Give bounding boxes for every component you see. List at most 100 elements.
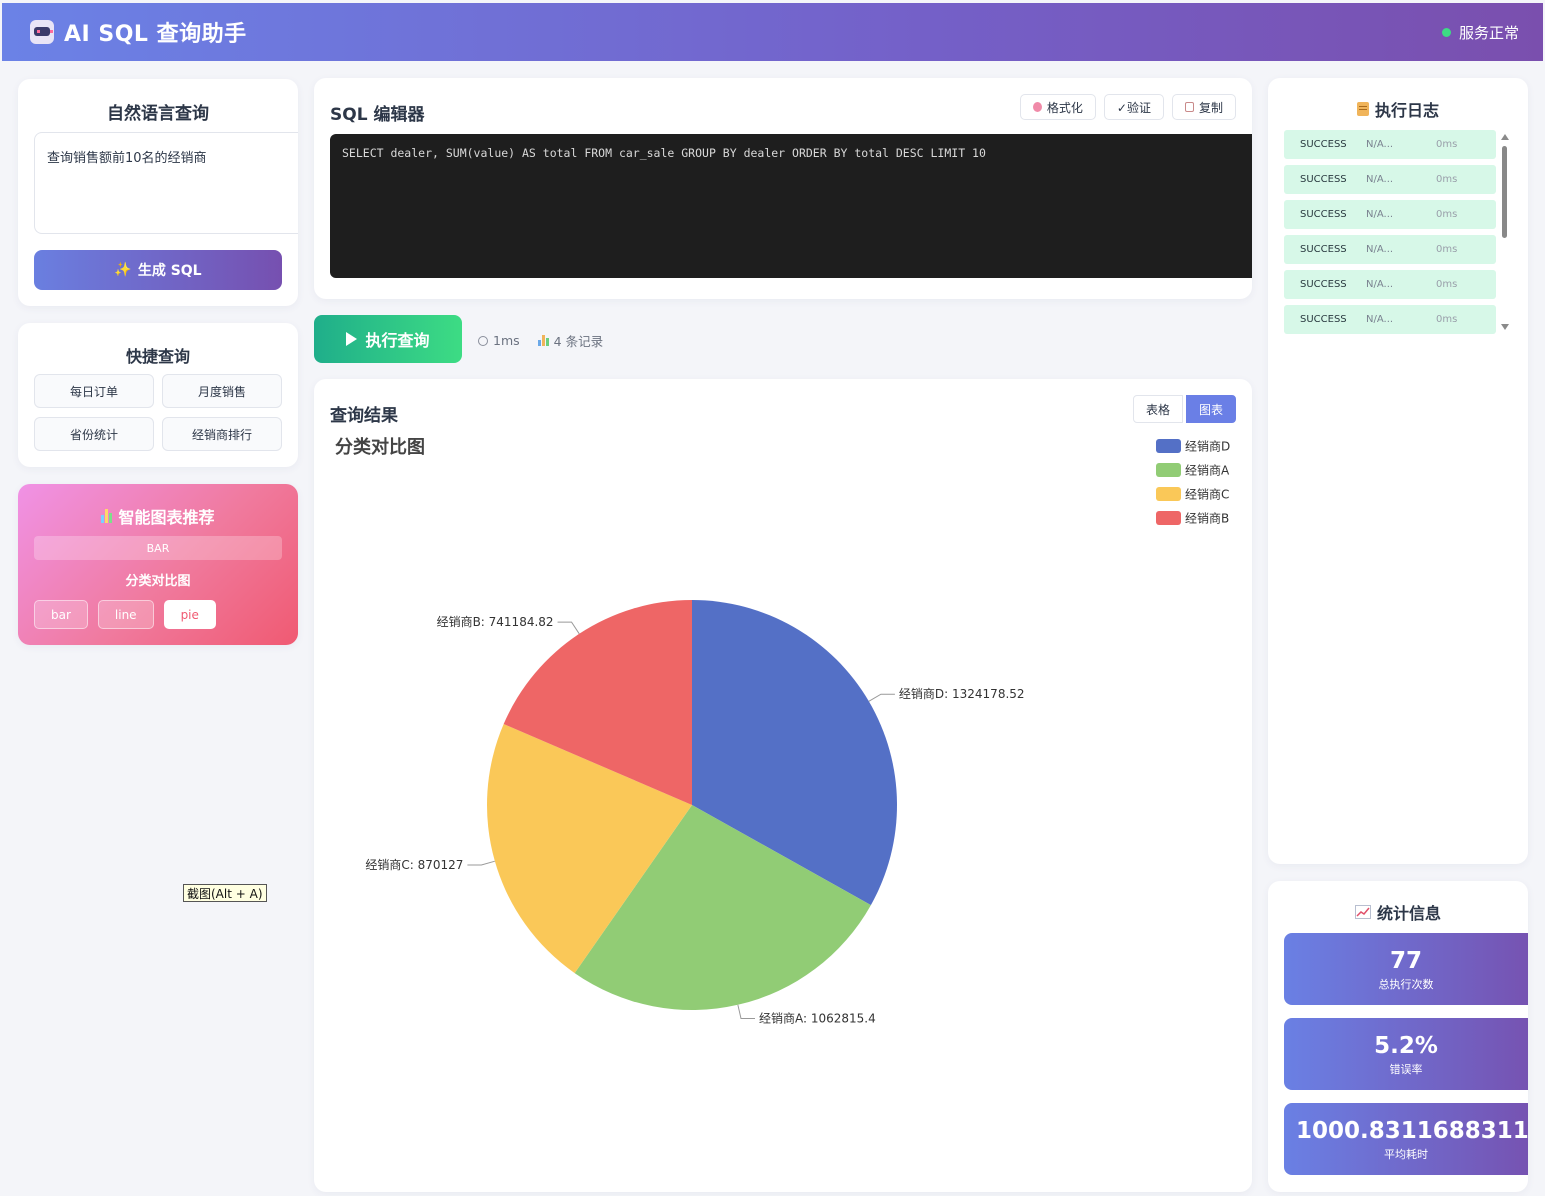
clipboard-icon — [1184, 102, 1194, 112]
nl-query-card: 自然语言查询 查询销售额前10名的经销商 ✨ 生成 SQL — [18, 79, 298, 306]
log-list: SUCCESS N/A... 0ms SUCCESS N/A... 0ms SUCCESS N… — [1284, 130, 1496, 380]
scroll-icon — [1356, 102, 1369, 116]
execution-log-title: 执行日志 — [1374, 101, 1439, 120]
chip-bar[interactable]: bar — [34, 600, 88, 629]
stopwatch-icon — [478, 335, 488, 346]
log-row[interactable]: SUCCESS N/A... 0ms — [1284, 305, 1496, 334]
avg-time-stat: 1000.8311688311688 平均耗时 — [1284, 1103, 1528, 1175]
pie-label-line — [467, 860, 495, 866]
log-time: 0ms — [1436, 209, 1458, 220]
log-query: N/A... — [1366, 314, 1394, 325]
pie-label-line — [737, 1004, 755, 1019]
log-row[interactable]: SUCCESS N/A... 0ms — [1284, 270, 1496, 299]
log-status: SUCCESS — [1300, 209, 1347, 220]
execute-query-button[interactable]: 执行查询 — [314, 315, 462, 363]
log-query: N/A... — [1366, 174, 1394, 185]
quick-daily-orders-button[interactable]: 每日订单 — [34, 374, 154, 408]
execute-label: 执行查询 — [365, 331, 430, 350]
pie-label-line — [557, 621, 580, 635]
log-row[interactable]: SUCCESS N/A... 0ms — [1284, 200, 1496, 229]
quick-query-title: 快捷查询 — [125, 347, 190, 366]
quick-monthly-sales-button[interactable]: 月度销售 — [162, 374, 282, 408]
legend-swatch[interactable] — [1156, 439, 1181, 453]
total-executions-value: 77 — [1389, 948, 1422, 974]
log-scrollbar[interactable] — [1500, 134, 1509, 330]
scroll-thumb[interactable] — [1502, 146, 1507, 238]
log-time: 0ms — [1436, 174, 1458, 185]
chart-type-chips: bar line pie — [34, 600, 216, 629]
play-icon — [346, 332, 358, 346]
recommended-type-badge: BAR — [34, 536, 282, 560]
scroll-up-icon[interactable] — [1500, 134, 1509, 140]
log-row[interactable]: SUCCESS N/A... 0ms — [1284, 165, 1496, 194]
scroll-down-icon[interactable] — [1500, 324, 1509, 330]
pie-slice[interactable] — [692, 600, 897, 906]
pie-data-label: 经销商C: 870127 — [365, 857, 463, 872]
pie-label-line — [868, 693, 895, 702]
copy-label: 复制 — [1198, 100, 1223, 115]
log-time: 0ms — [1436, 139, 1458, 150]
chart-recommend-title: 智能图表推荐 — [118, 508, 215, 527]
app-header: AI SQL 查询助手 服务正常 — [2, 3, 1543, 61]
format-label: 格式化 — [1046, 100, 1083, 115]
legend-label[interactable]: 经销商A — [1185, 463, 1230, 478]
chip-pie[interactable]: pie — [163, 600, 216, 629]
error-rate-label: 错误率 — [1389, 1063, 1423, 1076]
validate-button[interactable]: ✓验证 — [1103, 94, 1164, 120]
log-query: N/A... — [1366, 244, 1394, 255]
error-rate-stat: 5.2% 错误率 — [1284, 1018, 1528, 1090]
table-view-button[interactable]: 表格 — [1132, 395, 1183, 423]
legend-label[interactable]: 经销商D — [1185, 439, 1230, 454]
bar-chart-icon — [537, 335, 549, 346]
copy-button[interactable]: 复制 — [1171, 94, 1236, 120]
legend-label[interactable]: 经销商C — [1185, 487, 1229, 502]
sql-code-editor[interactable]: SELECT dealer, SUM(value) AS total FROM … — [330, 134, 1252, 278]
sql-editor-title: SQL 编辑器 — [330, 105, 425, 125]
execution-log-header: 执行日志 — [1268, 97, 1528, 121]
pie-data-label: 经销商B: 741184.82 — [437, 614, 554, 629]
sql-editor-card: SQL 编辑器 格式化 ✓验证 复制 SELECT dealer, SUM(va… — [314, 78, 1252, 299]
pie-slice[interactable] — [487, 724, 692, 974]
execution-meta: 1ms 4 条记录 — [478, 331, 603, 350]
brand: AI SQL 查询助手 — [30, 16, 247, 48]
exec-time: 1ms — [478, 333, 520, 348]
chart-recommend-header: 智能图表推荐 — [18, 504, 298, 528]
quick-province-stats-button[interactable]: 省份统计 — [34, 417, 154, 451]
nl-query-input[interactable]: 查询销售额前10名的经销商 — [34, 132, 298, 234]
chart-recommend-card: 智能图表推荐 BAR 分类对比图 bar line pie — [18, 484, 298, 645]
statistics-header: 统计信息 — [1268, 900, 1528, 924]
log-row[interactable]: SUCCESS N/A... 0ms — [1284, 130, 1496, 159]
log-query: N/A... — [1366, 139, 1394, 150]
log-time: 0ms — [1436, 279, 1458, 290]
pie-slice[interactable] — [574, 805, 871, 1010]
app-title: AI SQL 查询助手 — [64, 22, 247, 47]
log-status: SUCCESS — [1300, 244, 1347, 255]
recommended-chart-name: 分类对比图 — [125, 574, 191, 589]
sparkle-icon: ✨ — [114, 262, 132, 278]
error-rate-value: 5.2% — [1374, 1033, 1438, 1059]
execution-log-card: 执行日志 SUCCESS N/A... 0ms SUCCESS N/A... 0ms SUC… — [1268, 78, 1528, 864]
legend-swatch[interactable] — [1156, 487, 1181, 501]
generate-sql-button[interactable]: ✨ 生成 SQL — [34, 250, 282, 290]
pie-chart: 分类对比图 经销商D 经销商A 经销商C 经销商B 经销商D: 1324178.52 经销商… — [335, 436, 1230, 1025]
format-button[interactable]: 格式化 — [1019, 94, 1096, 120]
legend-label[interactable]: 经销商B — [1185, 511, 1229, 526]
log-query: N/A... — [1366, 279, 1394, 290]
legend-swatch[interactable] — [1156, 463, 1181, 477]
service-status: 服务正常 — [1441, 22, 1519, 43]
log-query: N/A... — [1366, 209, 1394, 220]
log-status: SUCCESS — [1300, 279, 1347, 290]
nl-query-title: 自然语言查询 — [107, 104, 209, 124]
chip-line[interactable]: line — [97, 600, 154, 629]
pie-data-label: 经销商D: 1324178.52 — [899, 686, 1025, 701]
chart-view-button[interactable]: 图表 — [1185, 395, 1236, 423]
generate-sql-label: 生成 SQL — [137, 263, 202, 279]
pie-data-label: 经销商A: 1062815.4 — [759, 1010, 876, 1025]
total-executions-label: 总执行次数 — [1378, 978, 1434, 991]
log-row[interactable]: SUCCESS N/A... 0ms — [1284, 235, 1496, 264]
pie-slice[interactable] — [503, 600, 692, 805]
result-title: 查询结果 — [330, 406, 398, 426]
query-result-card: 查询结果 表格 图表 分类对比图 经销商D 经销商A 经销商C 经销商B 经销商D: 13… — [314, 379, 1252, 1192]
quick-dealer-ranking-button[interactable]: 经销商排行 — [162, 417, 282, 451]
legend-swatch[interactable] — [1156, 511, 1181, 525]
